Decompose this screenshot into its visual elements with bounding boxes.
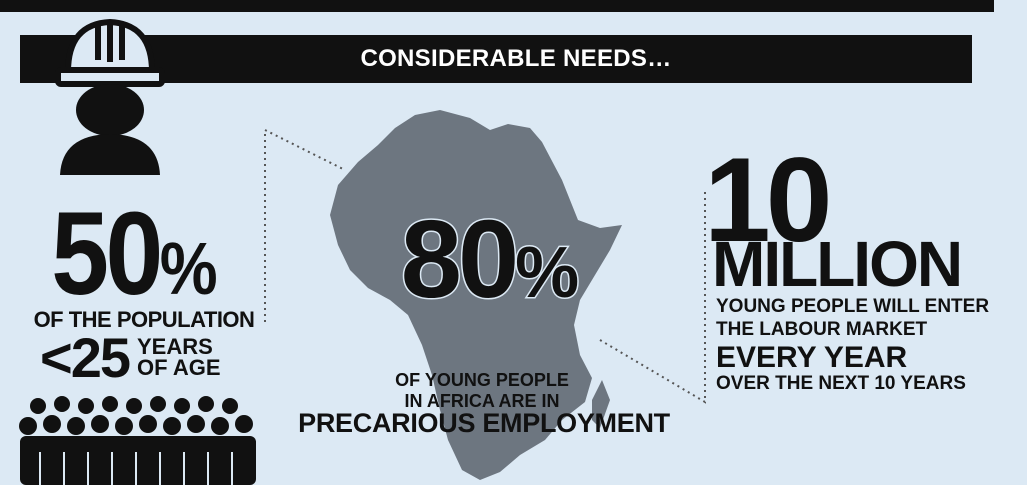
years-label: YEARS OF AGE (137, 334, 221, 380)
hard-hat-worker-icon (55, 18, 165, 175)
labour-line1: YOUNG PEOPLE WILL ENTER (716, 296, 990, 317)
million-label: MILLION (712, 228, 963, 300)
crowd-icon (19, 396, 256, 485)
stat-50-percent: 50% (28, 195, 239, 313)
age-threshold: <25 (40, 326, 131, 389)
top-rule (0, 0, 994, 12)
stat-50-percent-sign: % (159, 227, 218, 310)
labour-market-description: YOUNG PEOPLE WILL ENTER THE LABOUR MARKE… (716, 296, 1016, 396)
every-year-label: EVERY YEAR (716, 340, 908, 374)
young-people-description: OF YOUNG PEOPLE IN AFRICA ARE IN (362, 370, 602, 411)
years-word: YEARS (137, 334, 213, 360)
labour-line3: OVER THE NEXT 10 YEARS (716, 373, 966, 395)
stat-50-number: 50 (51, 188, 163, 320)
young-desc-line1: OF YOUNG PEOPLE (395, 370, 569, 390)
stat-80-number: 80 (399, 198, 520, 321)
banner-title: CONSIDERABLE NEEDS… (360, 45, 672, 72)
precarious-employment-label: PRECARIOUS EMPLOYMENT (298, 408, 670, 438)
stat-10: 10 (704, 133, 833, 267)
young-desc-line2: IN AFRICA ARE IN (404, 390, 560, 411)
stat-80-percent: 80% (378, 203, 598, 316)
of-age-word: OF AGE (137, 355, 221, 380)
population-label: OF THE POPULATION (33, 307, 255, 332)
labour-line2: THE LABOUR MARKET (716, 318, 928, 340)
africa-map-icon (330, 110, 622, 480)
stat-80-percent-sign: % (514, 233, 581, 313)
age-row: <25 YEARS OF AGE (40, 330, 221, 386)
header-banner: CONSIDERABLE NEEDS… (20, 35, 972, 83)
